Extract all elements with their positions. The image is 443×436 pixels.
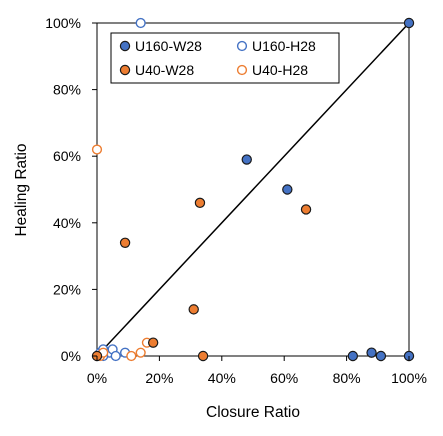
legend-label: U40-W28 xyxy=(135,62,194,78)
data-point xyxy=(366,347,377,358)
y-tick-label: 60% xyxy=(53,148,81,164)
tick-labels: 0% 20% 40% 60% 80% 100% 0% 20% 40% 60% 80% 100% xyxy=(45,15,427,386)
data-point xyxy=(135,347,146,358)
data-point xyxy=(135,17,146,29)
data-point xyxy=(91,144,103,155)
data-point xyxy=(197,350,209,362)
x-tick-label: 60% xyxy=(270,370,298,386)
plot-border xyxy=(96,22,410,357)
legend-label: U160-H28 xyxy=(252,38,316,54)
x-tick-label: 40% xyxy=(208,370,236,386)
y-tick-label: 0% xyxy=(61,348,81,364)
y-tick-label: 40% xyxy=(53,215,81,231)
series-u40-h28 xyxy=(91,144,153,362)
legend-box xyxy=(110,32,340,84)
x-tick-label: 80% xyxy=(333,370,361,386)
plot-area xyxy=(96,22,410,357)
data-point xyxy=(241,154,252,165)
data-point xyxy=(282,184,293,195)
x-axis-title: Closure Ratio xyxy=(206,404,300,421)
data-point xyxy=(347,350,359,362)
legend: U160-W28 U160-H28 U40-W28 U40-H28 xyxy=(110,32,340,84)
x-tick-label: 100% xyxy=(391,370,427,386)
y-tick-label: 100% xyxy=(45,15,81,31)
data-point xyxy=(110,350,121,362)
y-axis-title: Healing Ratio xyxy=(13,143,30,236)
data-point xyxy=(188,304,199,315)
legend-marker xyxy=(119,64,131,76)
data-point xyxy=(300,204,312,215)
data-point xyxy=(194,197,206,209)
data-point xyxy=(147,337,159,348)
data-point xyxy=(375,350,387,362)
data-point xyxy=(119,237,131,248)
legend-marker xyxy=(236,40,248,52)
x-tick-label: 20% xyxy=(145,370,173,386)
data-points xyxy=(91,17,415,362)
y-tick-label: 20% xyxy=(53,281,81,297)
x-tick-label: 0% xyxy=(87,370,107,386)
reference-line-y-equals-x xyxy=(96,22,410,357)
data-point xyxy=(126,350,137,362)
legend-label: U40-H28 xyxy=(252,62,308,78)
data-point xyxy=(403,17,415,29)
series-u40-w28 xyxy=(91,197,312,362)
legend-marker xyxy=(119,40,131,52)
y-tick-label: 80% xyxy=(53,82,81,98)
legend-marker xyxy=(236,64,248,76)
legend-label: U160-W28 xyxy=(135,38,202,54)
reference-line-group xyxy=(96,22,410,357)
